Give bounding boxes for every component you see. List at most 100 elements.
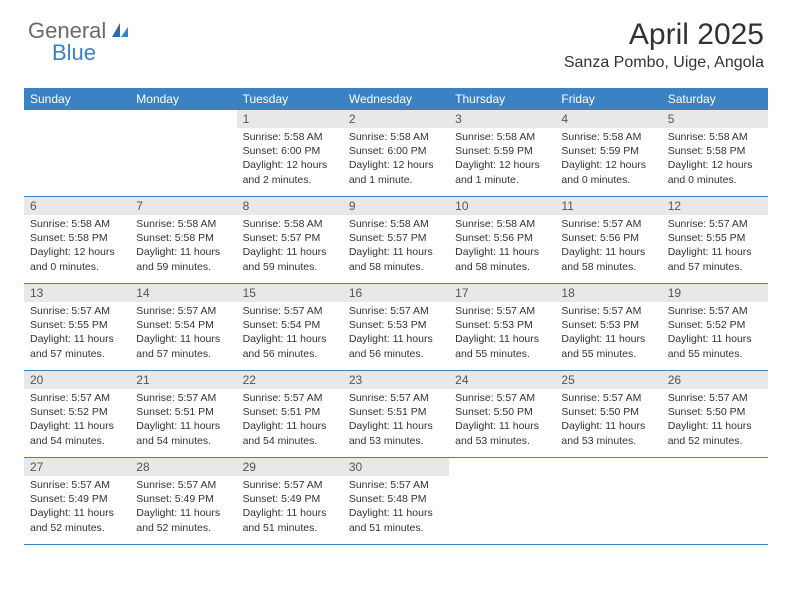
- day-cell: 23Sunrise: 5:57 AMSunset: 5:51 PMDayligh…: [343, 371, 449, 457]
- sunrise-line: Sunrise: 5:57 AM: [668, 304, 762, 318]
- daylight-line: Daylight: 11 hours and 54 minutes.: [243, 419, 337, 447]
- day-cell: 13Sunrise: 5:57 AMSunset: 5:55 PMDayligh…: [24, 284, 130, 370]
- logo-sail-icon: [110, 21, 130, 44]
- sunrise-line: Sunrise: 5:58 AM: [243, 130, 337, 144]
- sunset-line: Sunset: 5:49 PM: [30, 492, 124, 506]
- sunrise-line: Sunrise: 5:58 AM: [561, 130, 655, 144]
- week-row: 27Sunrise: 5:57 AMSunset: 5:49 PMDayligh…: [24, 458, 768, 545]
- daylight-line: Daylight: 11 hours and 55 minutes.: [668, 332, 762, 360]
- week-row: 1Sunrise: 5:58 AMSunset: 6:00 PMDaylight…: [24, 110, 768, 197]
- day-number: 9: [343, 197, 449, 215]
- daylight-line: Daylight: 11 hours and 55 minutes.: [455, 332, 549, 360]
- sunset-line: Sunset: 5:58 PM: [668, 144, 762, 158]
- day-number: 7: [130, 197, 236, 215]
- sunrise-line: Sunrise: 5:57 AM: [561, 304, 655, 318]
- sunrise-line: Sunrise: 5:57 AM: [455, 304, 549, 318]
- day-cell: 6Sunrise: 5:58 AMSunset: 5:58 PMDaylight…: [24, 197, 130, 283]
- daylight-line: Daylight: 11 hours and 54 minutes.: [136, 419, 230, 447]
- day-details: Sunrise: 5:58 AMSunset: 5:58 PMDaylight:…: [130, 215, 236, 278]
- sunset-line: Sunset: 5:57 PM: [349, 231, 443, 245]
- sunset-line: Sunset: 5:58 PM: [136, 231, 230, 245]
- sunset-line: Sunset: 5:50 PM: [668, 405, 762, 419]
- day-header: Thursday: [449, 88, 555, 110]
- day-number: 1: [237, 110, 343, 128]
- day-number: 2: [343, 110, 449, 128]
- sunset-line: Sunset: 5:57 PM: [243, 231, 337, 245]
- day-cell: 14Sunrise: 5:57 AMSunset: 5:54 PMDayligh…: [130, 284, 236, 370]
- day-number: 22: [237, 371, 343, 389]
- day-cell: 16Sunrise: 5:57 AMSunset: 5:53 PMDayligh…: [343, 284, 449, 370]
- day-cell: 10Sunrise: 5:58 AMSunset: 5:56 PMDayligh…: [449, 197, 555, 283]
- sunrise-line: Sunrise: 5:57 AM: [30, 391, 124, 405]
- sunset-line: Sunset: 5:52 PM: [30, 405, 124, 419]
- day-details: Sunrise: 5:58 AMSunset: 5:58 PMDaylight:…: [24, 215, 130, 278]
- day-cell: 26Sunrise: 5:57 AMSunset: 5:50 PMDayligh…: [662, 371, 768, 457]
- sunset-line: Sunset: 5:53 PM: [561, 318, 655, 332]
- daylight-line: Daylight: 11 hours and 52 minutes.: [136, 506, 230, 534]
- day-cell: 24Sunrise: 5:57 AMSunset: 5:50 PMDayligh…: [449, 371, 555, 457]
- week-row: 20Sunrise: 5:57 AMSunset: 5:52 PMDayligh…: [24, 371, 768, 458]
- logo: General Blue: [28, 18, 132, 44]
- daylight-line: Daylight: 11 hours and 58 minutes.: [561, 245, 655, 273]
- sunrise-line: Sunrise: 5:57 AM: [136, 391, 230, 405]
- sunset-line: Sunset: 5:49 PM: [243, 492, 337, 506]
- day-details: Sunrise: 5:58 AMSunset: 5:58 PMDaylight:…: [662, 128, 768, 191]
- sunset-line: Sunset: 5:54 PM: [243, 318, 337, 332]
- sunrise-line: Sunrise: 5:58 AM: [349, 217, 443, 231]
- sunset-line: Sunset: 5:51 PM: [136, 405, 230, 419]
- sunrise-line: Sunrise: 5:57 AM: [455, 391, 549, 405]
- daylight-line: Daylight: 12 hours and 1 minute.: [455, 158, 549, 186]
- day-details: Sunrise: 5:57 AMSunset: 5:50 PMDaylight:…: [449, 389, 555, 452]
- day-cell: 18Sunrise: 5:57 AMSunset: 5:53 PMDayligh…: [555, 284, 661, 370]
- day-cell: 17Sunrise: 5:57 AMSunset: 5:53 PMDayligh…: [449, 284, 555, 370]
- sunset-line: Sunset: 5:55 PM: [668, 231, 762, 245]
- day-cell: 19Sunrise: 5:57 AMSunset: 5:52 PMDayligh…: [662, 284, 768, 370]
- day-cell: 22Sunrise: 5:57 AMSunset: 5:51 PMDayligh…: [237, 371, 343, 457]
- daylight-line: Daylight: 11 hours and 59 minutes.: [243, 245, 337, 273]
- daylight-line: Daylight: 11 hours and 57 minutes.: [668, 245, 762, 273]
- daylight-line: Daylight: 11 hours and 53 minutes.: [349, 419, 443, 447]
- day-cell: 27Sunrise: 5:57 AMSunset: 5:49 PMDayligh…: [24, 458, 130, 544]
- day-number: 17: [449, 284, 555, 302]
- sunrise-line: Sunrise: 5:58 AM: [136, 217, 230, 231]
- sunset-line: Sunset: 5:53 PM: [455, 318, 549, 332]
- daylight-line: Daylight: 11 hours and 56 minutes.: [349, 332, 443, 360]
- day-number: 12: [662, 197, 768, 215]
- day-cell: 5Sunrise: 5:58 AMSunset: 5:58 PMDaylight…: [662, 110, 768, 196]
- day-header: Wednesday: [343, 88, 449, 110]
- day-details: Sunrise: 5:57 AMSunset: 5:51 PMDaylight:…: [343, 389, 449, 452]
- title-block: April 2025 Sanza Pombo, Uige, Angola: [564, 18, 764, 72]
- day-details: Sunrise: 5:57 AMSunset: 5:50 PMDaylight:…: [662, 389, 768, 452]
- empty-cell: [130, 110, 236, 196]
- day-number: 29: [237, 458, 343, 476]
- day-number: 28: [130, 458, 236, 476]
- sunrise-line: Sunrise: 5:57 AM: [668, 217, 762, 231]
- day-number: 5: [662, 110, 768, 128]
- day-details: Sunrise: 5:58 AMSunset: 5:59 PMDaylight:…: [449, 128, 555, 191]
- day-number: 23: [343, 371, 449, 389]
- day-number: 24: [449, 371, 555, 389]
- day-details: Sunrise: 5:58 AMSunset: 6:00 PMDaylight:…: [237, 128, 343, 191]
- sunset-line: Sunset: 5:51 PM: [349, 405, 443, 419]
- sunrise-line: Sunrise: 5:57 AM: [561, 217, 655, 231]
- day-details: Sunrise: 5:57 AMSunset: 5:53 PMDaylight:…: [449, 302, 555, 365]
- sunrise-line: Sunrise: 5:57 AM: [30, 478, 124, 492]
- day-details: Sunrise: 5:57 AMSunset: 5:56 PMDaylight:…: [555, 215, 661, 278]
- daylight-line: Daylight: 11 hours and 51 minutes.: [349, 506, 443, 534]
- day-cell: 20Sunrise: 5:57 AMSunset: 5:52 PMDayligh…: [24, 371, 130, 457]
- day-number: 3: [449, 110, 555, 128]
- day-details: Sunrise: 5:57 AMSunset: 5:51 PMDaylight:…: [130, 389, 236, 452]
- daylight-line: Daylight: 11 hours and 53 minutes.: [455, 419, 549, 447]
- day-header: Saturday: [662, 88, 768, 110]
- day-number: 16: [343, 284, 449, 302]
- sunrise-line: Sunrise: 5:57 AM: [561, 391, 655, 405]
- day-cell: 1Sunrise: 5:58 AMSunset: 6:00 PMDaylight…: [237, 110, 343, 196]
- day-cell: 3Sunrise: 5:58 AMSunset: 5:59 PMDaylight…: [449, 110, 555, 196]
- sunset-line: Sunset: 5:49 PM: [136, 492, 230, 506]
- day-details: Sunrise: 5:57 AMSunset: 5:49 PMDaylight:…: [237, 476, 343, 539]
- sunrise-line: Sunrise: 5:57 AM: [349, 304, 443, 318]
- daylight-line: Daylight: 11 hours and 52 minutes.: [30, 506, 124, 534]
- sunrise-line: Sunrise: 5:57 AM: [136, 304, 230, 318]
- day-cell: 29Sunrise: 5:57 AMSunset: 5:49 PMDayligh…: [237, 458, 343, 544]
- sunrise-line: Sunrise: 5:58 AM: [30, 217, 124, 231]
